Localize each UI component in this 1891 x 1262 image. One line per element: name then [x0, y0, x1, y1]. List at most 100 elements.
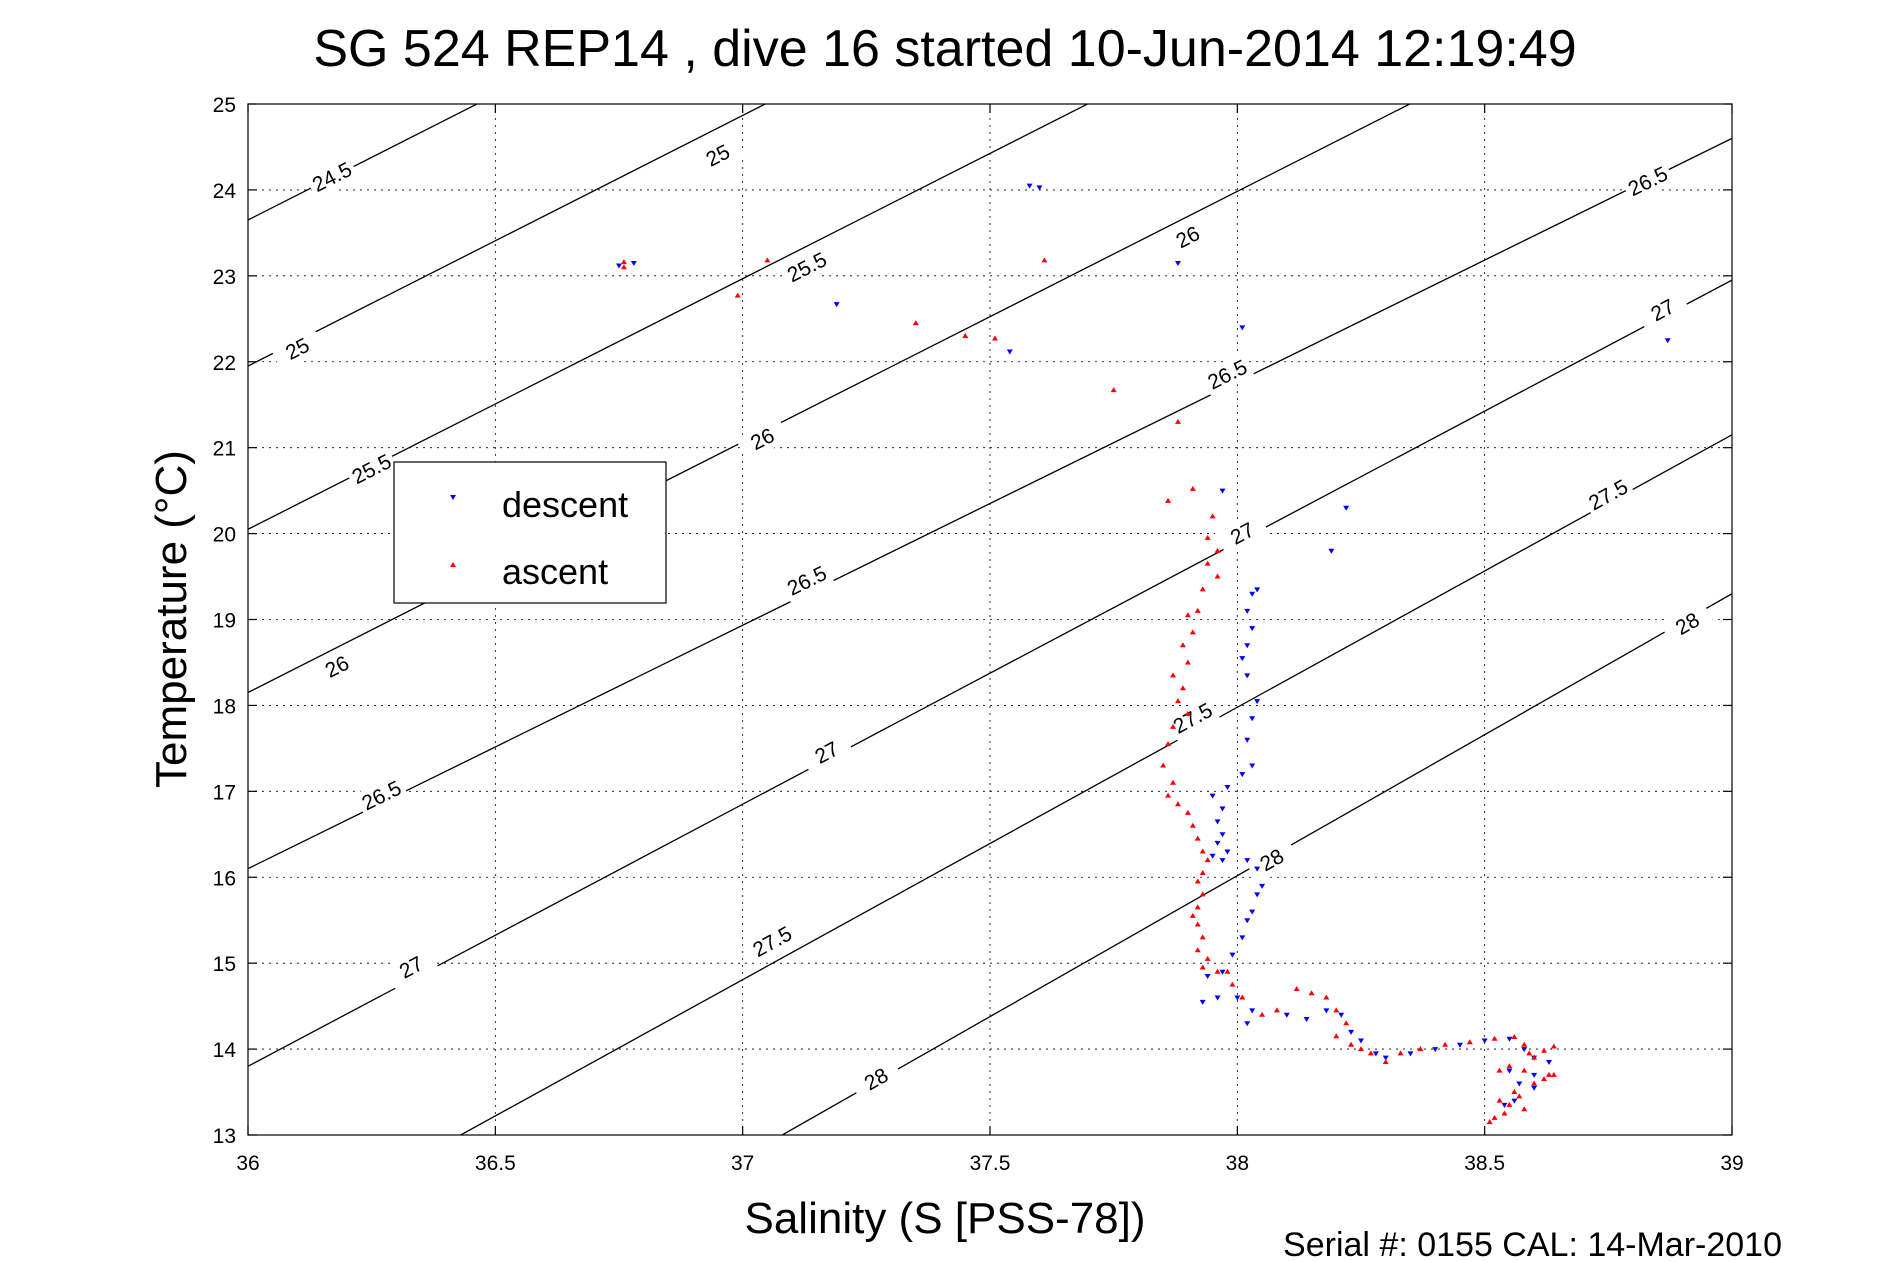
- descent-point: [1219, 488, 1226, 494]
- descent-point: [1239, 656, 1246, 662]
- ascent-point: [1041, 257, 1048, 263]
- ascent-point: [1521, 1041, 1528, 1047]
- descent-point: [1244, 643, 1251, 649]
- ascent-point: [1348, 1041, 1355, 1047]
- contour-label-background: [1160, 214, 1216, 260]
- ascent-point: [1526, 1050, 1533, 1056]
- ascent-point: [1214, 573, 1221, 579]
- descent-point: [1531, 1085, 1538, 1091]
- ascent-point: [1165, 497, 1172, 503]
- ascent-point: [1516, 1093, 1523, 1099]
- ascent-point: [1204, 534, 1211, 540]
- descent-point: [1521, 1047, 1528, 1053]
- x-tick-label: 39: [1720, 1152, 1743, 1175]
- series-ascent: [620, 257, 1557, 1125]
- contour-label-background: [1660, 600, 1715, 647]
- ascent-point: [1165, 741, 1172, 747]
- ascent-point: [962, 332, 969, 338]
- y-axis-title: Temperature (°C): [147, 450, 196, 788]
- ascent-point: [1204, 857, 1211, 863]
- contour-label-background: [735, 416, 790, 462]
- x-tick-label: 36.5: [475, 1152, 516, 1175]
- density-contour-line: [248, 137, 1732, 870]
- density-contour-label: 28: [848, 1055, 904, 1103]
- descent-point: [616, 263, 622, 269]
- y-tick-label: 15: [213, 953, 236, 976]
- contour-label-background: [1635, 287, 1691, 333]
- ascent-point: [1184, 711, 1191, 717]
- ascent-point: [1174, 418, 1181, 424]
- descent-point: [1209, 853, 1216, 859]
- descent-point: [1219, 969, 1226, 975]
- contour-label-background: [1165, 695, 1221, 742]
- descent-point: [1516, 1081, 1523, 1087]
- descent-point: [1511, 1098, 1518, 1104]
- ascent-point: [1521, 1067, 1528, 1073]
- ascent-point: [1224, 968, 1231, 974]
- descent-point: [1219, 806, 1226, 812]
- ascent-point: [1209, 513, 1216, 519]
- ascent-point: [1184, 612, 1191, 618]
- ascent-point: [1179, 642, 1186, 648]
- descent-point: [1254, 699, 1261, 705]
- density-contour-label: 28: [1244, 836, 1300, 884]
- y-tick-label: 16: [213, 867, 236, 890]
- descent-point: [833, 302, 840, 308]
- descent-point: [1249, 591, 1256, 597]
- contour-label-background: [1620, 159, 1676, 204]
- ascent-point: [1194, 607, 1201, 613]
- contour-label-background: [1214, 510, 1270, 557]
- density-contour-label: 27.5: [745, 918, 800, 965]
- ascent-point: [1214, 547, 1221, 553]
- ascent-point: [912, 320, 919, 326]
- legend-box: [393, 461, 667, 604]
- descent-point: [1506, 1068, 1513, 1074]
- descent-point: [1006, 349, 1013, 355]
- descent-point: [1456, 1042, 1463, 1048]
- descent-point: [1254, 866, 1261, 872]
- ascent-point: [1323, 994, 1330, 1000]
- ascent-point: [1382, 1058, 1389, 1064]
- descent-point: [1229, 952, 1236, 958]
- descent-point: [1244, 918, 1251, 924]
- ascent-point: [1214, 968, 1221, 974]
- density-contour-label: 27.5: [1581, 471, 1636, 518]
- y-tick-label: 25: [213, 94, 236, 117]
- descent-point: [1239, 772, 1246, 778]
- contour-label-background: [383, 944, 439, 991]
- y-tick-label: 13: [213, 1125, 236, 1148]
- ascent-point: [1521, 1106, 1528, 1112]
- ascent-point: [1110, 387, 1117, 393]
- descent-point: [1545, 1059, 1552, 1065]
- ascent-point: [1545, 1071, 1552, 1077]
- descent-point: [1249, 1008, 1256, 1014]
- density-contours: 24.5 25 25 25.5 25.5 26 26 26 26.5 26.5 26.5 26.5 27…: [248, 104, 1732, 1135]
- ascent-point: [1184, 809, 1191, 815]
- ascent-point: [1179, 685, 1186, 691]
- contour-label-background: [1244, 836, 1300, 884]
- descent-point: [630, 260, 637, 266]
- density-contour-label: 26.5: [1620, 159, 1676, 204]
- ascent-point: [1174, 698, 1181, 704]
- descent-point: [1244, 673, 1251, 679]
- descent-point: [1219, 858, 1226, 864]
- ascent-point: [1194, 904, 1201, 910]
- descent-point: [1328, 548, 1335, 554]
- ascent-point: [1189, 912, 1196, 918]
- ascent-point: [1397, 1050, 1404, 1056]
- x-tick-label: 37: [731, 1152, 754, 1175]
- descent-point: [1244, 1021, 1251, 1027]
- ascent-point: [1229, 981, 1236, 987]
- ascent-point: [1199, 848, 1206, 854]
- descent-point: [1244, 608, 1251, 614]
- legend-ascent-marker: [450, 562, 456, 567]
- ascent-point: [1199, 586, 1206, 592]
- descent-point: [1214, 840, 1221, 846]
- ascent-point: [1160, 762, 1167, 768]
- y-tick-label: 19: [213, 610, 236, 633]
- descent-point: [1209, 793, 1216, 799]
- y-tick-label: 21: [213, 438, 236, 461]
- y-tick-label: 24: [213, 180, 237, 203]
- descent-point: [1234, 995, 1241, 1001]
- density-contour-line: [248, 104, 1089, 530]
